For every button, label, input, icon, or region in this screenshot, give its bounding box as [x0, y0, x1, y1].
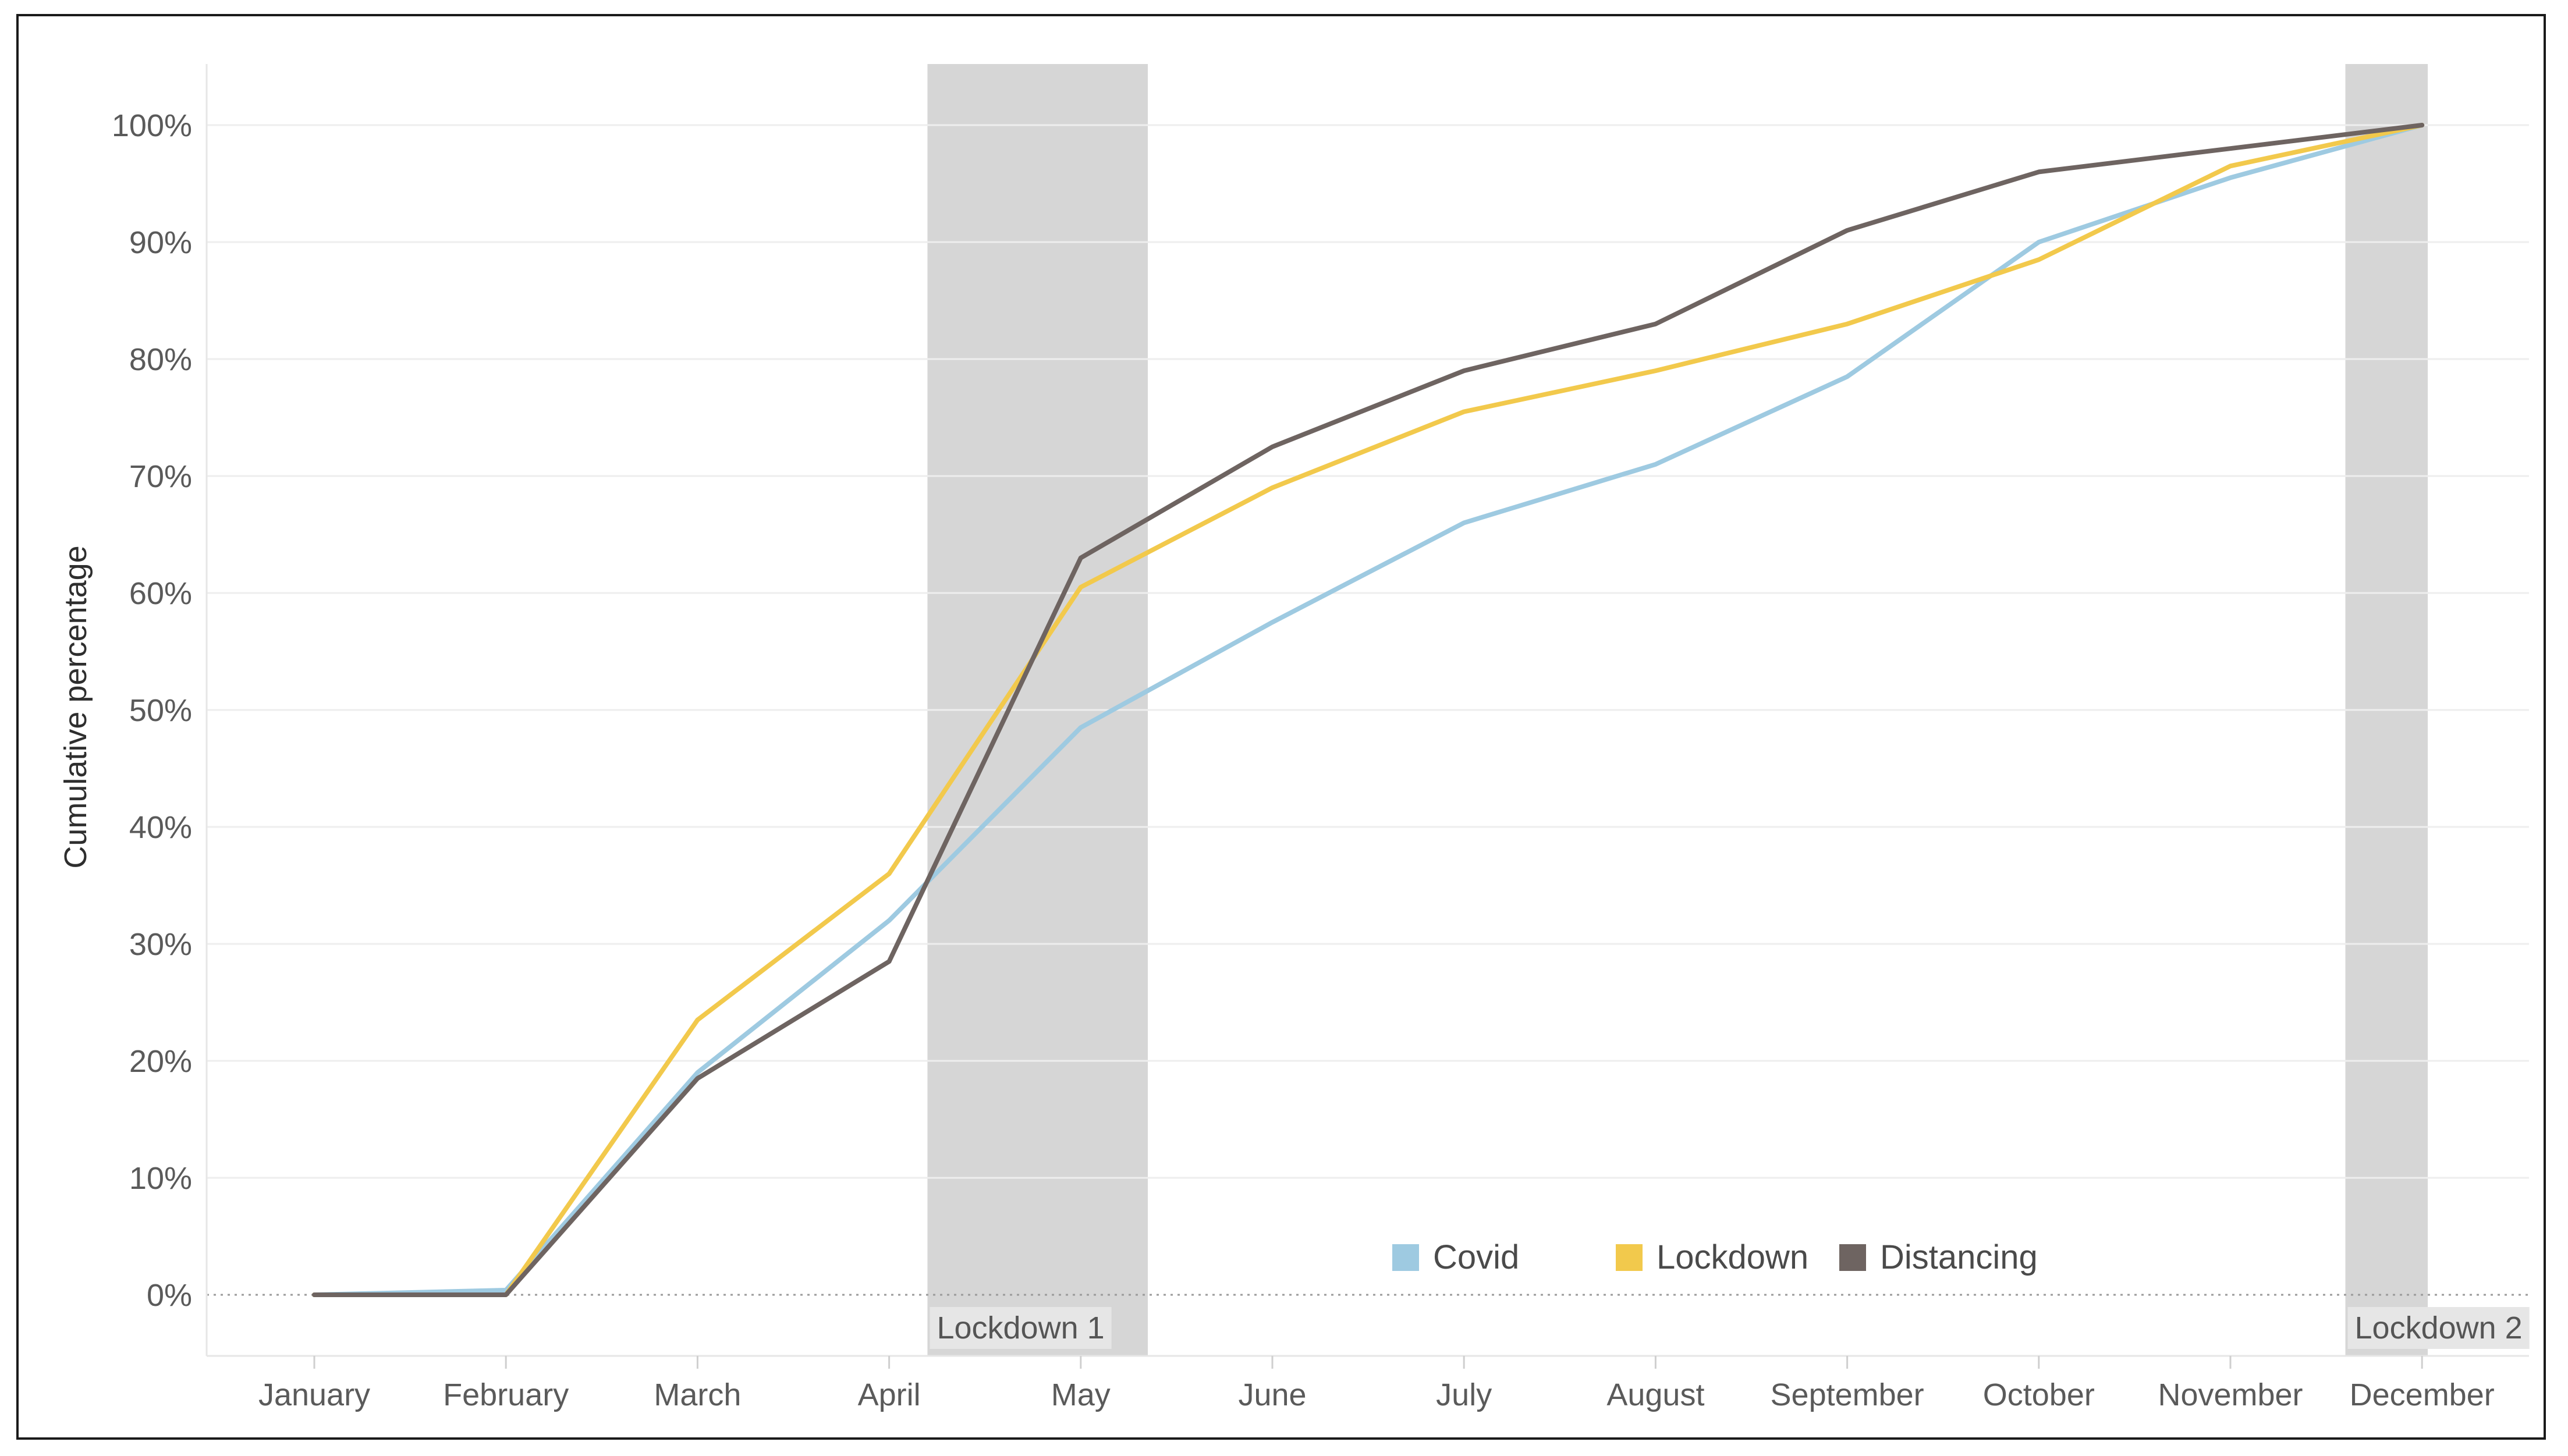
y-tick-label: 90%	[129, 225, 192, 260]
y-tick-label: 80%	[129, 342, 192, 377]
x-tick-label: August	[1606, 1377, 1704, 1412]
series-line-distancing	[312, 123, 2425, 1297]
y-tick-label: 40%	[129, 810, 192, 845]
x-tick-label: September	[1771, 1377, 1924, 1412]
shaded-period-label-bg-2	[2347, 1307, 2530, 1349]
gridlines	[207, 124, 2529, 1296]
x-tick-label: January	[258, 1377, 370, 1412]
series-line-lockdown	[312, 123, 2425, 1297]
axes: 0% 10% 20% 30% 40% 50% 60% 70% 80% 90% 100% January…	[112, 64, 2529, 1412]
series-line-covid	[312, 123, 2425, 1297]
y-tick-label: 70%	[129, 459, 192, 494]
legend-label-distancing: Distancing	[1880, 1238, 2038, 1276]
x-tick-label: November	[2158, 1377, 2303, 1412]
y-tick-label: 30%	[129, 927, 192, 962]
x-tick-label: December	[2350, 1377, 2495, 1412]
x-tick-label: May	[1051, 1377, 1111, 1412]
x-tick-label: March	[654, 1377, 741, 1412]
x-tick-label: April	[858, 1377, 921, 1412]
shaded-period-labels: Lockdown 1 Lockdown 2	[930, 1307, 2530, 1349]
legend: Covid Lockdown Distancing	[1392, 1238, 2038, 1276]
y-tick-label: 100%	[112, 108, 192, 143]
y-axis-label: Cumulative percentage	[58, 545, 93, 868]
y-tick-label: 60%	[129, 576, 192, 611]
x-tick-label: October	[1983, 1377, 2095, 1412]
y-tick-label: 50%	[129, 693, 192, 728]
y-tick-label: 0%	[147, 1278, 192, 1313]
x-tick-label: June	[1238, 1377, 1306, 1412]
legend-label-lockdown: Lockdown	[1657, 1238, 1808, 1276]
x-tick-label: July	[1436, 1377, 1492, 1412]
legend-swatch-lockdown	[1616, 1244, 1643, 1271]
legend-swatch-covid	[1392, 1244, 1419, 1271]
legend-label-covid: Covid	[1433, 1238, 1519, 1276]
x-tick-label: February	[443, 1377, 569, 1412]
y-tick-label: 10%	[129, 1161, 192, 1196]
shaded-period-label-2: Lockdown 2	[2355, 1311, 2523, 1345]
legend-swatch-distancing	[1839, 1244, 1866, 1271]
shaded-period-label-bg-1	[930, 1307, 1112, 1349]
series-lines	[312, 123, 2425, 1297]
shaded-period-label-1: Lockdown 1	[937, 1311, 1104, 1345]
chart-frame	[16, 14, 2546, 1440]
y-tick-label: 20%	[129, 1044, 192, 1079]
